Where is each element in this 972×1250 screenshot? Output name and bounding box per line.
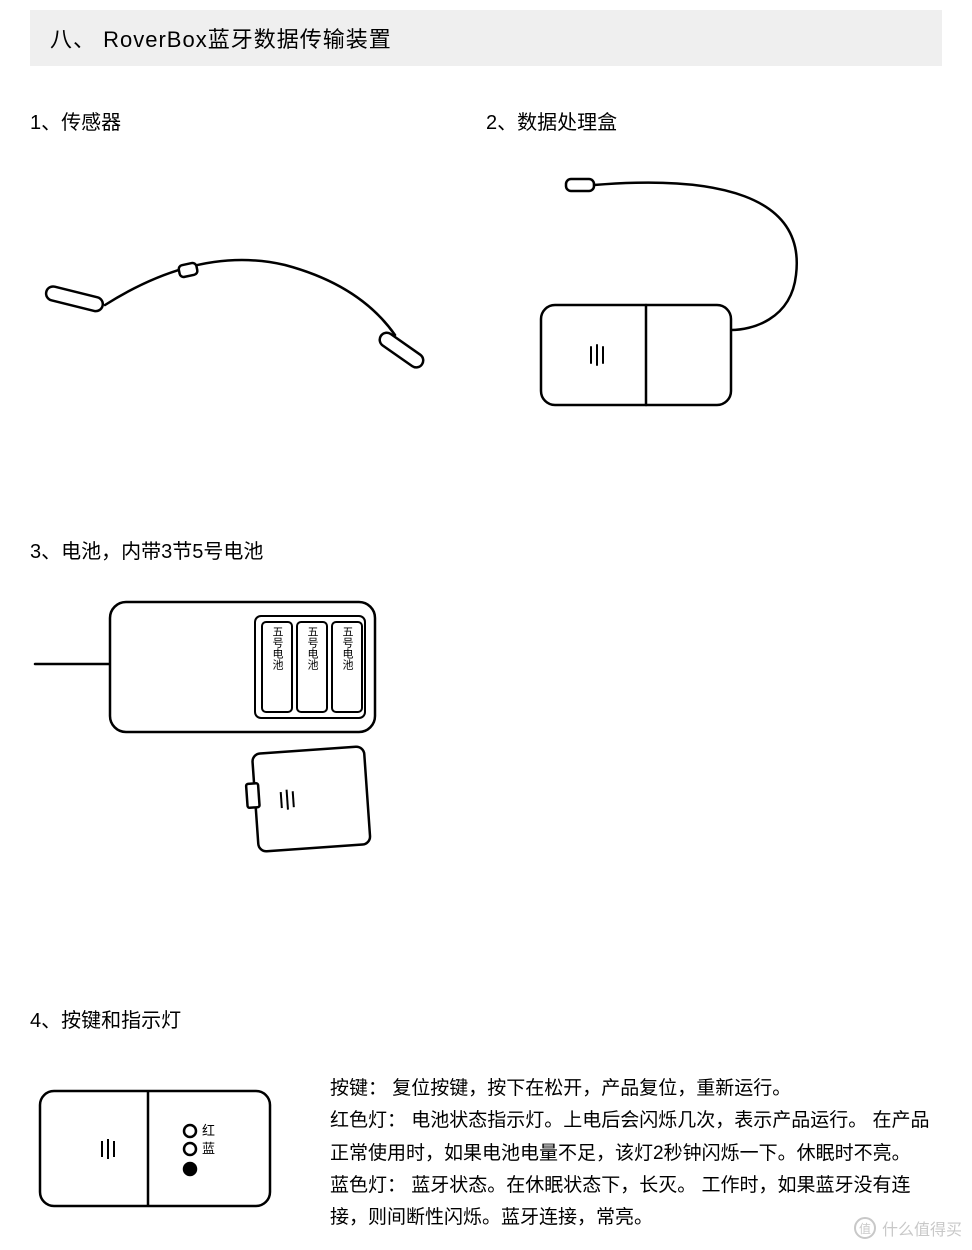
section-buttons-led: 4、按键和指示灯 红 [30, 1004, 942, 1234]
processor-svg [486, 155, 846, 415]
diagram-processor [486, 155, 942, 415]
diagram-sensor [30, 155, 486, 375]
led-blue-label: 蓝 [202, 1141, 215, 1156]
cell-label-1: 五号电池 [271, 626, 284, 670]
watermark: 值 什么值得买 [854, 1216, 962, 1240]
battery-svg: 五号电池 五号电池 五号电池 [30, 584, 450, 864]
watermark-icon: 值 [854, 1217, 876, 1239]
buttons-led-svg: 红 蓝 [30, 1073, 290, 1223]
label-sensor: 1、传感器 [30, 106, 486, 135]
label-battery: 3、电池，内带3节5号电池 [30, 535, 942, 564]
led-red-label: 红 [202, 1123, 215, 1138]
cell-label-3: 五号电池 [341, 626, 354, 670]
sensor-svg [30, 155, 450, 375]
label-buttons-led: 4、按键和指示灯 [30, 1004, 942, 1033]
diagram-buttons-led: 红 蓝 [30, 1073, 290, 1234]
col-processor: 2、数据处理盒 [486, 106, 942, 415]
buttons-led-description: 按键： 复位按键，按下在松开，产品复位，重新运行。 红色灯： 电池状态指示灯。上… [330, 1073, 942, 1234]
diagram-battery: 五号电池 五号电池 五号电池 [30, 584, 942, 864]
label-processor: 2、数据处理盒 [486, 106, 942, 135]
section-battery: 3、电池，内带3节5号电池 [30, 535, 942, 864]
cell-label-2: 五号电池 [306, 626, 319, 670]
row-1: 1、传感器 2、数据处理盒 [30, 106, 942, 415]
section-title: 八、 RoverBox蓝牙数据传输装置 [30, 10, 942, 66]
watermark-text: 什么值得买 [882, 1216, 962, 1240]
col-sensor: 1、传感器 [30, 106, 486, 415]
